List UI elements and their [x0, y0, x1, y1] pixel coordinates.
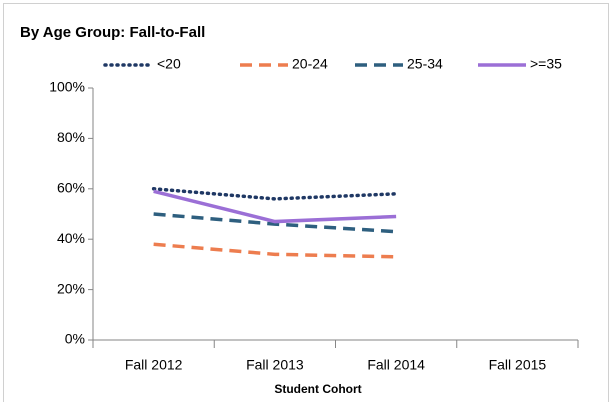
x-tick-label: Fall 2012 — [125, 357, 183, 373]
y-tick-label: 100% — [49, 79, 85, 95]
chart-title: By Age Group: Fall-to-Fall — [20, 24, 205, 41]
y-tick-label: 0% — [65, 331, 85, 347]
series-line — [153, 212, 397, 234]
x-tick-label: Fall 2014 — [367, 357, 425, 373]
legend-label: 25-34 — [407, 56, 443, 72]
x-tick-label: Fall 2015 — [489, 357, 547, 373]
legend-label: <20 — [157, 56, 181, 72]
y-tick-label: 60% — [57, 180, 85, 196]
series-line — [153, 189, 397, 224]
series-line — [151, 187, 398, 201]
legend-label: >=35 — [530, 56, 562, 72]
y-tick-label: 40% — [57, 230, 85, 246]
y-tick-label: 80% — [57, 129, 85, 145]
series-line — [153, 242, 397, 259]
legend-label: 20-24 — [292, 56, 328, 72]
x-axis-label: Student Cohort — [274, 382, 361, 396]
x-tick-label: Fall 2013 — [246, 357, 304, 373]
chart-frame — [3, 3, 609, 402]
y-tick-label: 20% — [57, 280, 85, 296]
